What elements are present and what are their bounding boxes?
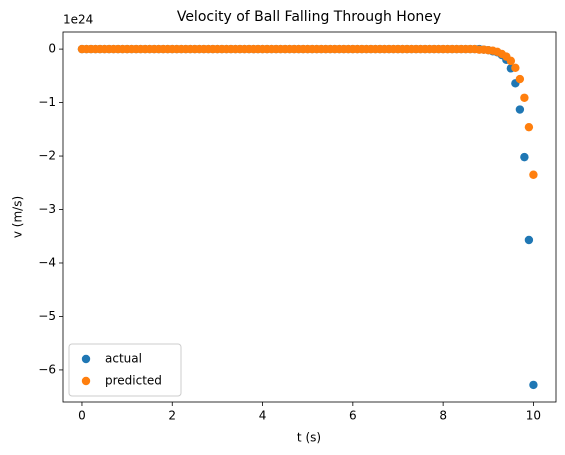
y-offset-label: 1e24 (63, 13, 93, 27)
legend: actual predicted (68, 343, 182, 397)
y-tick-label: −4 (38, 255, 56, 269)
legend-label: actual (105, 352, 142, 366)
y-tick-label: −2 (38, 149, 56, 163)
x-axis-label: t (s) (297, 431, 321, 445)
x-tick-label: 6 (349, 409, 357, 423)
legend-box (68, 343, 182, 397)
x-tick-label: 8 (439, 409, 447, 423)
y-tick-label: −6 (38, 362, 56, 376)
x-tick-label: 0 (78, 409, 86, 423)
series (77, 44, 538, 179)
y-tick-label: −1 (38, 95, 56, 109)
y-tick-label: −3 (38, 202, 56, 216)
x-tick-label: 2 (168, 409, 176, 423)
point (520, 152, 529, 162)
legend-marker (81, 354, 91, 364)
legend-label: predicted (105, 374, 162, 388)
point (520, 93, 529, 102)
point (529, 170, 538, 179)
x-tick-label: 4 (259, 409, 267, 423)
point (524, 122, 534, 132)
chart-title: Velocity of Ball Falling Through Honey (177, 9, 441, 25)
y-axis-label: v (m/s) (11, 196, 25, 238)
point (529, 380, 538, 390)
point (506, 56, 516, 66)
point (511, 63, 520, 73)
point (515, 74, 525, 84)
legend-marker (81, 376, 91, 386)
y-tick-label: −5 (38, 309, 56, 323)
point (524, 235, 534, 245)
axes-frame (62, 31, 557, 403)
y-tick-label: 0 (48, 42, 56, 56)
point (515, 105, 525, 114)
series (77, 44, 538, 390)
x-tick-label: 10 (526, 409, 541, 423)
